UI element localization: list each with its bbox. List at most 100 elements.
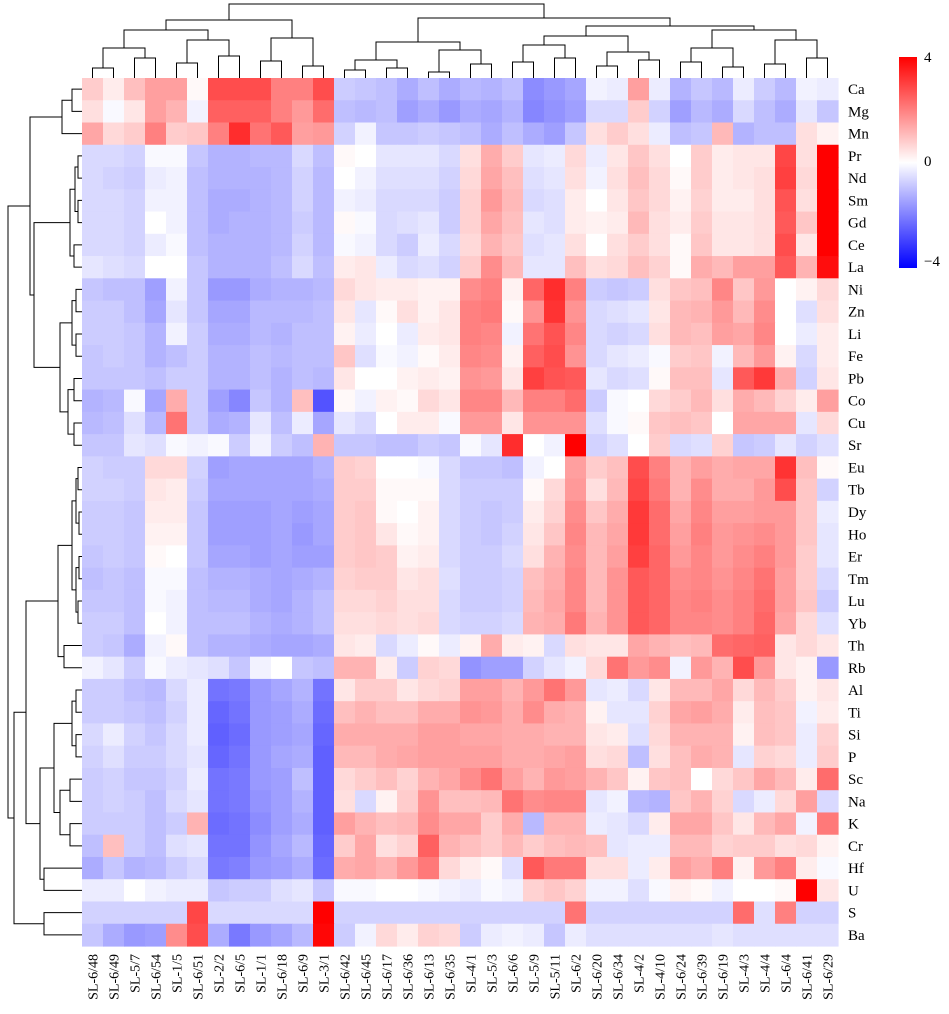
heatmap-cell	[649, 411, 671, 435]
heatmap-cell	[250, 745, 272, 769]
heatmap-cell	[334, 345, 356, 368]
heatmap-cell	[187, 389, 209, 413]
heatmap-cell	[313, 100, 335, 124]
heatmap-cell	[586, 856, 608, 880]
column-label: SL-6/45	[360, 954, 375, 1000]
dendrogram-link	[71, 88, 82, 112]
heatmap-cell	[586, 523, 608, 546]
heatmap-cell	[166, 634, 188, 658]
heatmap-cell	[208, 144, 230, 168]
heatmap-cell	[355, 122, 377, 146]
heatmap-cell	[628, 122, 650, 146]
heatmap-cell	[544, 367, 566, 391]
heatmap-cell	[754, 767, 776, 791]
heatmap-cell	[628, 189, 650, 213]
heatmap-cell	[481, 545, 503, 569]
heatmap-cell	[229, 211, 251, 235]
heatmap-cell	[481, 322, 503, 346]
heatmap-cell	[817, 901, 839, 925]
heatmap-cell	[775, 656, 797, 680]
heatmap-cell	[418, 567, 440, 591]
heatmap-cell	[439, 122, 461, 146]
heatmap-cell	[481, 167, 503, 190]
heatmap-cell	[103, 812, 125, 836]
heatmap-cell	[607, 100, 629, 124]
heatmap-cell	[187, 812, 209, 836]
heatmap-cell	[754, 567, 776, 591]
heatmap-cell	[733, 167, 755, 190]
heatmap-cell	[271, 545, 293, 569]
heatmap-cell	[334, 478, 356, 502]
heatmap-cell	[649, 678, 671, 702]
heatmap-cell	[733, 434, 755, 457]
heatmap-cell	[754, 78, 776, 101]
heatmap-cell	[418, 211, 440, 235]
column-label: SL-6/35	[444, 954, 459, 1000]
heatmap-cell	[376, 100, 398, 124]
dendrogram-link	[260, 60, 282, 78]
heatmap-cell	[502, 122, 524, 146]
heatmap-cell	[82, 812, 104, 836]
heatmap-cell	[796, 523, 818, 546]
heatmap-cell	[313, 856, 335, 880]
heatmap-cell	[754, 367, 776, 391]
heatmap-cell	[754, 523, 776, 546]
heatmap-cell	[796, 367, 818, 391]
heatmap-cell	[733, 278, 755, 302]
heatmap-cell	[250, 211, 272, 235]
dendrogram-link	[543, 35, 629, 52]
heatmap-cell	[670, 834, 692, 858]
heatmap-cell	[334, 211, 356, 235]
heatmap-cell	[754, 678, 776, 702]
column-label: SL-6/6	[507, 954, 522, 993]
heatmap-cell	[586, 456, 608, 480]
heatmap-cell	[796, 300, 818, 324]
column-label: SL-6/2	[570, 954, 585, 993]
heatmap-cell	[187, 456, 209, 480]
heatmap-cell	[460, 701, 482, 725]
heatmap-cell	[565, 879, 587, 903]
heatmap-cell	[103, 367, 125, 391]
heatmap-cell	[166, 790, 188, 814]
heatmap-cell	[796, 678, 818, 702]
heatmap-cell	[544, 456, 566, 480]
dendrogram-link	[71, 500, 76, 591]
heatmap-cell	[712, 78, 734, 101]
dendrogram-link	[92, 67, 114, 78]
heatmap-cell	[334, 434, 356, 457]
row-label: La	[848, 260, 864, 276]
heatmap-cell	[250, 367, 272, 391]
heatmap-cell	[586, 389, 608, 413]
heatmap-cell	[733, 367, 755, 391]
heatmap-cell	[502, 211, 524, 235]
heatmap-cell	[187, 256, 209, 279]
heatmap-cell	[208, 701, 230, 725]
heatmap-cell	[124, 167, 146, 190]
heatmap-cell	[292, 389, 314, 413]
heatmap-cell	[586, 189, 608, 213]
heatmap-cell	[145, 256, 167, 279]
heatmap-cell	[544, 478, 566, 502]
heatmap-cell	[145, 656, 167, 680]
heatmap-cell	[271, 411, 293, 435]
row-label: Co	[848, 394, 866, 410]
heatmap-cell	[229, 233, 251, 257]
heatmap-cell	[376, 656, 398, 680]
heatmap-cell	[166, 233, 188, 257]
heatmap-cell	[397, 278, 419, 302]
heatmap-cell	[313, 144, 335, 168]
heatmap-cell	[733, 523, 755, 546]
heatmap-cell	[691, 812, 713, 836]
heatmap-cell	[649, 434, 671, 457]
heatmap-cell	[418, 167, 440, 190]
heatmap-cell	[481, 567, 503, 591]
heatmap-cell	[397, 834, 419, 858]
heatmap-cell	[460, 300, 482, 324]
heatmap-cell	[229, 256, 251, 279]
heatmap-cell	[124, 856, 146, 880]
heatmap-cell	[334, 879, 356, 903]
heatmap-cell	[124, 923, 146, 947]
heatmap-cell	[607, 901, 629, 925]
heatmap-cell	[586, 589, 608, 613]
heatmap-cell	[124, 278, 146, 302]
